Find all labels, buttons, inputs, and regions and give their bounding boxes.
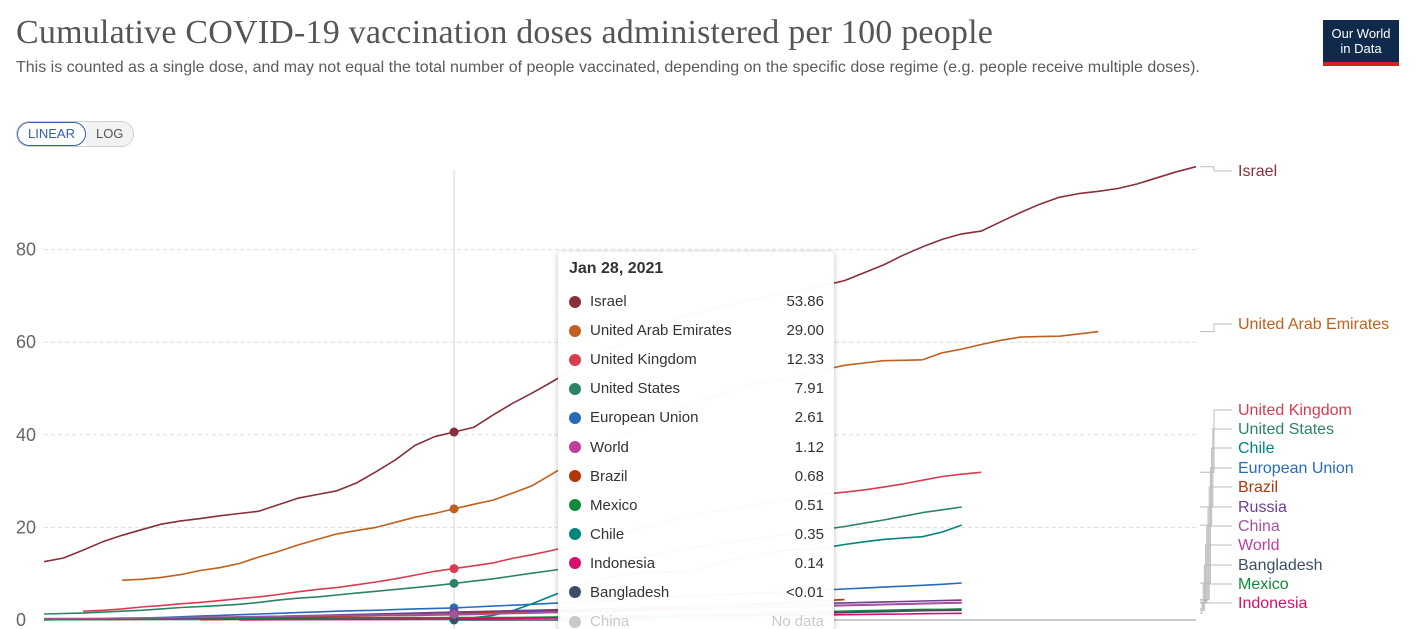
logo-line-2: in Data <box>1340 41 1382 56</box>
y-tick-label: 60 <box>16 332 36 352</box>
legend-connector <box>1200 564 1232 611</box>
tooltip-series-value: 7.91 <box>794 380 824 398</box>
legend-label[interactable]: Brazil <box>1238 479 1278 496</box>
legend-label[interactable]: Chile <box>1238 440 1275 457</box>
series-color-dot <box>569 382 581 395</box>
logo-line-1: Our World <box>1331 26 1391 41</box>
tooltip-series-value: 53.86 <box>786 293 824 311</box>
tooltip-series-name: China <box>590 613 630 629</box>
tooltip-row: World 1.12 <box>569 432 824 461</box>
tooltip-series-name: Chile <box>590 525 625 543</box>
tooltip-series-value: No data <box>771 613 824 629</box>
legend-connector <box>1200 602 1232 614</box>
hover-point <box>449 578 459 588</box>
tooltip-series-name: Israel <box>590 293 627 311</box>
tooltip-series-value: 0.14 <box>794 554 824 572</box>
hover-point <box>449 427 459 437</box>
tooltip-row: United Arab Emirates 29.00 <box>569 316 824 345</box>
hover-markers <box>449 427 459 625</box>
tooltip-series-name: Indonesia <box>590 554 656 572</box>
tooltip-series-name: Brazil <box>590 467 628 485</box>
tooltip-series-name: World <box>590 438 629 456</box>
legend-label[interactable]: United Arab Emirates <box>1238 316 1389 333</box>
legend-label[interactable]: United States <box>1238 421 1334 438</box>
series-color-dot <box>569 411 581 424</box>
y-tick-label: 80 <box>16 240 36 260</box>
tooltip-series-value: 2.61 <box>794 409 824 427</box>
series-color-dot <box>569 557 581 570</box>
series-color-dot <box>569 528 581 541</box>
legend-connector <box>1200 409 1232 473</box>
tooltip-series-value: 0.35 <box>794 525 824 543</box>
series-color-dot <box>569 499 581 512</box>
legend-label[interactable]: Bangladesh <box>1238 557 1323 574</box>
owid-logo[interactable]: Our World in Data <box>1323 20 1399 66</box>
tooltip-series-name: United States <box>590 380 681 398</box>
tooltip-series-value: 0.68 <box>794 467 824 485</box>
hover-tooltip: Jan 28, 2021 Israel 53.86 United Arab Emir… <box>558 252 834 629</box>
log-scale-button[interactable]: LOG <box>85 122 134 146</box>
tooltip-date: Jan 28, 2021 <box>569 260 664 277</box>
tooltip-rows: Israel 53.86 United Arab Emirates 29.00 Unit… <box>569 287 824 629</box>
tooltip-series-name: Bangladesh <box>590 583 670 601</box>
legend-connector <box>1200 166 1232 172</box>
y-tick-label: 0 <box>16 610 26 629</box>
tooltip-series-value: 29.00 <box>786 322 824 340</box>
tooltip-row: China No data <box>569 607 824 629</box>
series-color-dot <box>569 295 581 308</box>
series-color-dot <box>569 353 581 366</box>
tooltip-row: Mexico 0.51 <box>569 491 824 520</box>
chart-title: Cumulative COVID-19 vaccination doses ad… <box>16 14 994 51</box>
legend-label[interactable]: Russia <box>1238 499 1287 516</box>
tooltip-series-name: United Kingdom <box>590 351 697 369</box>
legend-label[interactable]: Mexico <box>1238 576 1289 593</box>
tooltip-series-name: European Union <box>590 409 699 427</box>
scale-toggle: LINEAR LOG <box>16 121 135 147</box>
tooltip-series-value: 12.33 <box>786 351 824 369</box>
series-color-dot <box>569 470 581 483</box>
tooltip-row: Israel 53.86 <box>569 287 824 316</box>
tooltip-row: Bangladesh <0.01 <box>569 578 824 607</box>
series-color-dot <box>569 586 581 599</box>
chart-subtitle: This is counted as a single dose, and ma… <box>16 59 1200 76</box>
tooltip-row: European Union 2.61 <box>569 403 824 432</box>
legend-label[interactable]: Indonesia <box>1238 595 1307 612</box>
tooltip-row: Indonesia 0.14 <box>569 549 824 578</box>
tooltip-series-name: Mexico <box>590 496 638 514</box>
hover-point <box>449 504 459 514</box>
tooltip-row: United States 7.91 <box>569 374 824 403</box>
tooltip-series-value: 0.51 <box>794 496 824 514</box>
tooltip-row: Brazil 0.68 <box>569 462 824 491</box>
legend-label[interactable]: European Union <box>1238 460 1354 477</box>
legend-label[interactable]: Israel <box>1238 163 1277 180</box>
legend-label[interactable]: China <box>1238 518 1280 535</box>
legend-label[interactable]: United Kingdom <box>1238 402 1352 419</box>
hover-point <box>449 564 459 574</box>
legend-label[interactable]: World <box>1238 537 1280 554</box>
legend: Israel United Arab Emirates United Kingdom… <box>1200 163 1389 614</box>
y-tick-label: 40 <box>16 425 36 445</box>
legend-connector <box>1200 323 1232 333</box>
grid-lines: 0 20 40 60 80 <box>16 170 1196 629</box>
tooltip-row: United Kingdom 12.33 <box>569 345 824 374</box>
series-color-dot <box>569 615 581 628</box>
tooltip-series-value: 1.12 <box>794 438 824 456</box>
tooltip-row: Chile 0.35 <box>569 520 824 549</box>
tooltip-series-name: United Arab Emirates <box>590 322 732 340</box>
series-line[interactable] <box>83 471 982 612</box>
series-color-dot <box>569 324 581 337</box>
linear-scale-button[interactable]: LINEAR <box>17 122 86 146</box>
tooltip-series-value: <0.01 <box>786 583 824 601</box>
y-tick-label: 20 <box>16 517 36 537</box>
hover-point <box>449 609 459 619</box>
series-color-dot <box>569 441 581 454</box>
